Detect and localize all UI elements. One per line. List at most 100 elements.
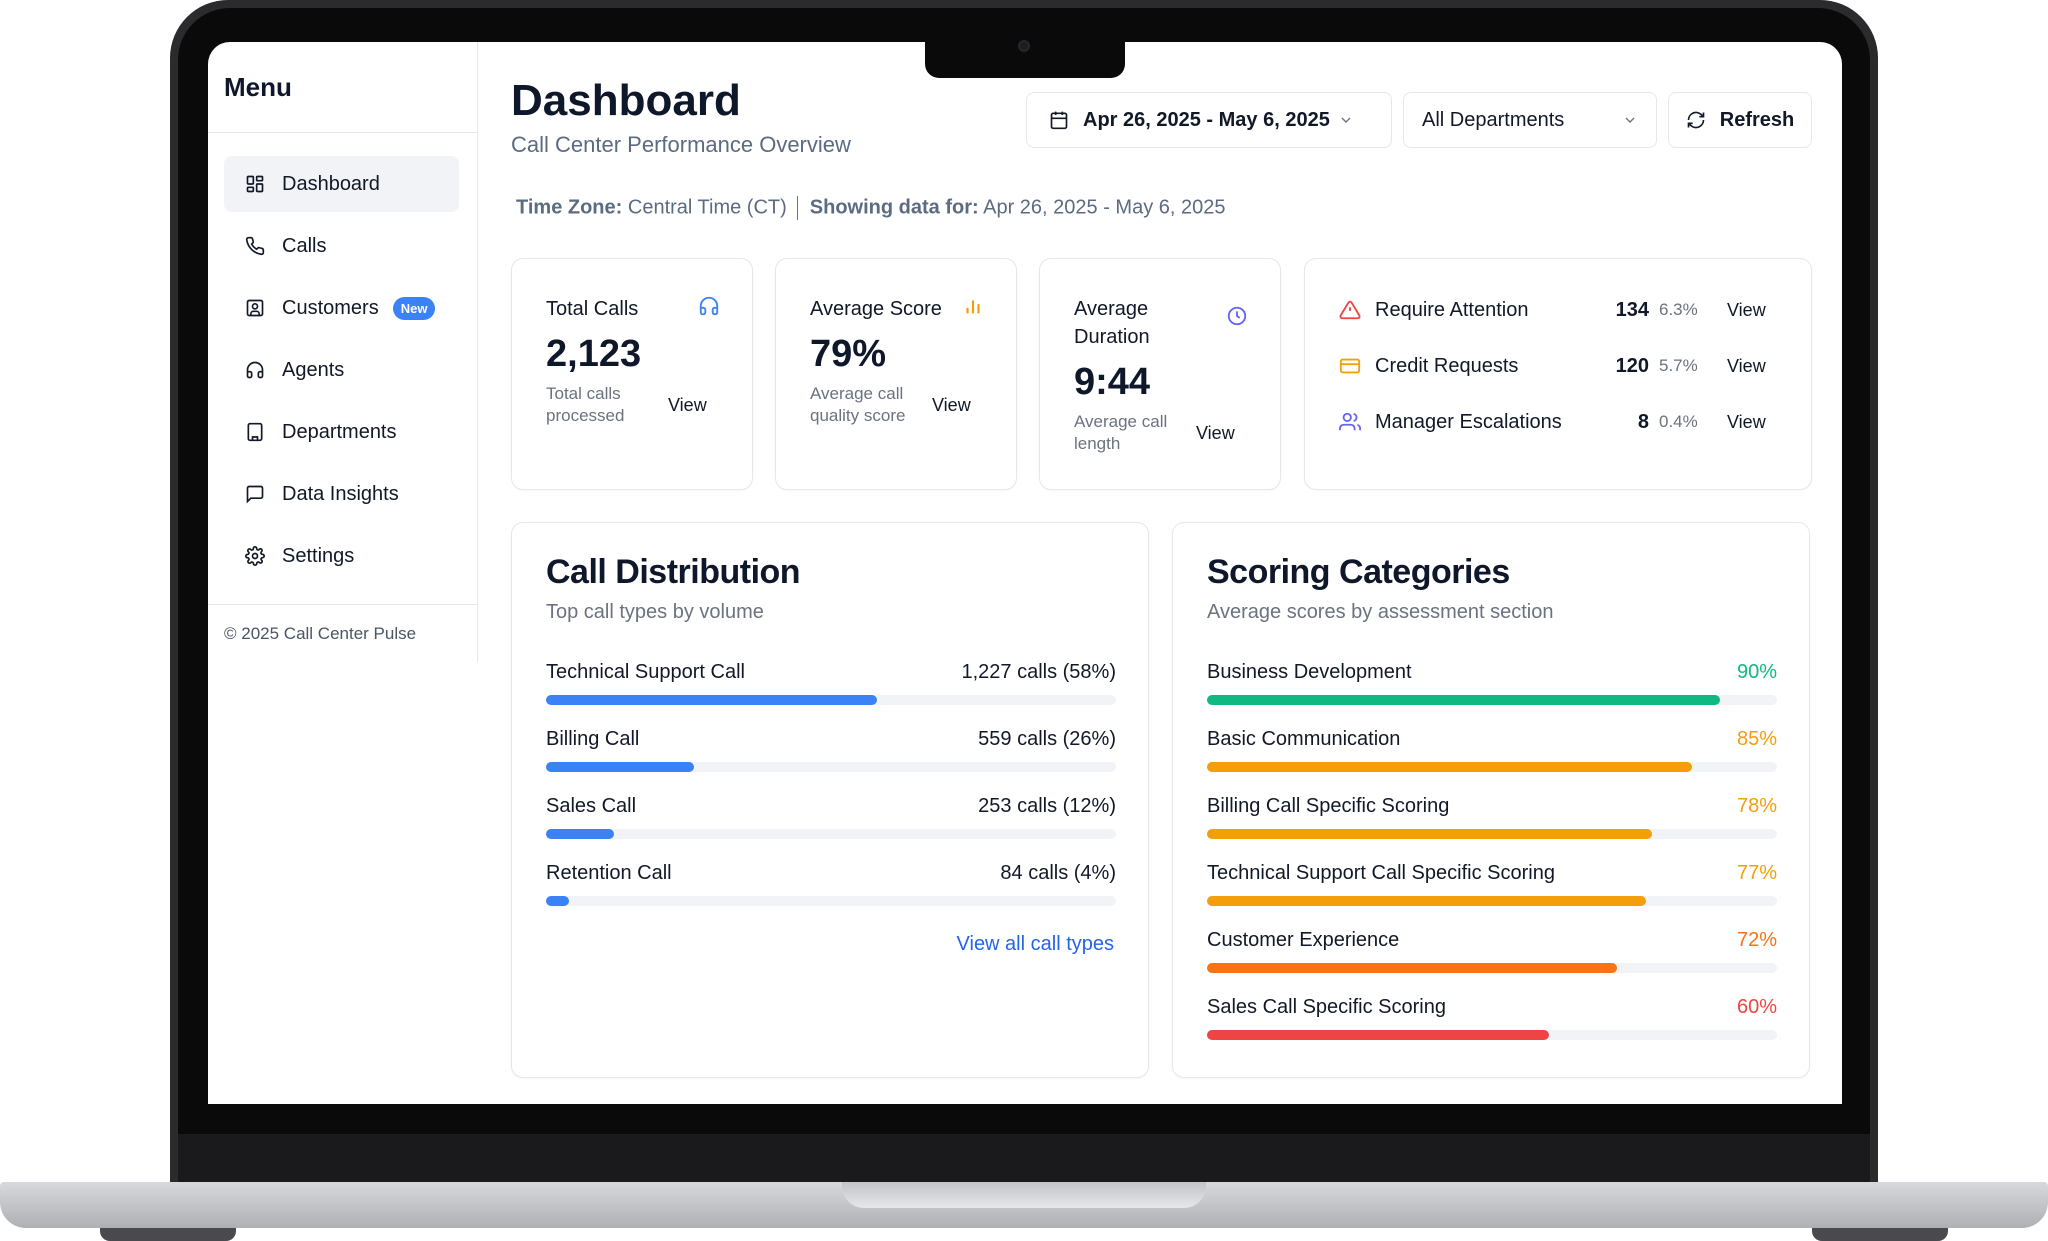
- department-value: All Departments: [1422, 108, 1565, 131]
- attention-label: Require Attention: [1375, 298, 1529, 321]
- progress-fill: [1207, 762, 1692, 772]
- view-link[interactable]: View: [932, 395, 971, 415]
- sidebar-item-label: Dashboard: [282, 172, 380, 195]
- progress-track: [1207, 963, 1777, 973]
- bar-value: 253 calls (12%): [978, 795, 1116, 817]
- sidebar-item-label: Departments: [282, 420, 397, 443]
- showing-value: Apr 26, 2025 - May 6, 2025: [983, 196, 1226, 219]
- gear-icon: [244, 545, 266, 567]
- panel-subtitle: Average scores by assessment section: [1207, 601, 1554, 623]
- kpi-title: Average Score: [810, 298, 942, 320]
- sidebar-item-label: Settings: [282, 544, 355, 567]
- progress-track: [1207, 1030, 1777, 1040]
- bar-value: 559 calls (26%): [978, 728, 1116, 750]
- menu-title: Menu: [224, 72, 292, 102]
- call-type-row: Technical Support Call 1,227 calls (58%): [546, 661, 1116, 705]
- attention-row-credit-requests: Credit Requests 120 5.7% View: [1339, 351, 1779, 381]
- department-select[interactable]: All Departments: [1403, 92, 1657, 148]
- progress-track: [546, 896, 1116, 906]
- kpi-value: 2,123: [546, 333, 642, 375]
- refresh-icon: [1686, 110, 1706, 130]
- attention-label: Credit Requests: [1375, 354, 1519, 377]
- attention-percent: 5.7%: [1659, 356, 1698, 375]
- progress-track: [546, 762, 1116, 772]
- page-title: Dashboard: [511, 76, 741, 125]
- bar-value: 78%: [1736, 795, 1777, 817]
- kpi-description: Average call length: [1074, 412, 1168, 453]
- view-all-call-types-link[interactable]: View all call types: [956, 933, 1114, 955]
- copyright: © 2025 Call Center Pulse: [224, 624, 417, 643]
- scoring-row: Sales Call Specific Scoring 60%: [1207, 996, 1777, 1040]
- page-subtitle: Call Center Performance Overview: [511, 132, 851, 157]
- attention-row-manager-escalations: Manager Escalations 8 0.4% View: [1339, 407, 1779, 437]
- message-square-icon: [244, 483, 266, 505]
- timezone-value: Central Time (CT): [627, 196, 787, 219]
- progress-track: [1207, 829, 1777, 839]
- kpi-card-average-score: Average Score 79% Average call quality s…: [775, 258, 1017, 490]
- view-link[interactable]: View: [1196, 423, 1235, 443]
- laptop-foot-left: [100, 1228, 236, 1241]
- attention-row-require-attention: Require Attention 134 6.3% View: [1339, 295, 1779, 325]
- laptop-base-notch: [842, 1182, 1206, 1208]
- headset-icon: [698, 295, 720, 322]
- kpi-title: Total Calls: [546, 298, 639, 320]
- sidebar-item-label: Agents: [282, 358, 345, 381]
- attention-percent: 6.3%: [1659, 300, 1698, 319]
- kpi-value: 9:44: [1074, 361, 1151, 403]
- bar-header: Business Development 90%: [1207, 661, 1777, 687]
- sidebar-item-departments[interactable]: Departments: [224, 404, 459, 460]
- call-type-row: Sales Call 253 calls (12%): [546, 795, 1116, 839]
- sidebar-item-settings[interactable]: Settings: [224, 528, 459, 584]
- call-type-row: Billing Call 559 calls (26%): [546, 728, 1116, 772]
- credit-card-icon: [1339, 355, 1363, 377]
- kpi-card-total-calls: Total Calls 2,123 Total calls processed …: [511, 258, 753, 490]
- bar-header: Billing Call Specific Scoring 78%: [1207, 795, 1777, 821]
- progress-fill: [546, 762, 695, 772]
- sidebar-item-label: Customers: [282, 296, 379, 319]
- headset-icon: [244, 359, 266, 381]
- view-link[interactable]: View: [1727, 355, 1766, 376]
- bar-header: Sales Call 253 calls (12%): [546, 795, 1116, 821]
- progress-fill: [1207, 896, 1646, 906]
- progress-fill: [546, 829, 615, 839]
- bar-header: Customer Experience 72%: [1207, 929, 1777, 955]
- scoring-row: Business Development 90%: [1207, 661, 1777, 705]
- kpi-description: Total calls processed: [546, 384, 625, 425]
- bar-label: Billing Call Specific Scoring: [1207, 795, 1450, 817]
- bar-label: Billing Call: [546, 728, 640, 750]
- scoring-row: Basic Communication 85%: [1207, 728, 1777, 772]
- bar-value: 90%: [1736, 661, 1777, 683]
- bar-label: Business Development: [1207, 661, 1412, 683]
- sidebar-item-calls[interactable]: Calls: [224, 218, 459, 274]
- contact-icon: [244, 297, 266, 319]
- sidebar-item-data-insights[interactable]: Data Insights: [224, 466, 459, 522]
- view-link[interactable]: View: [1727, 299, 1766, 320]
- laptop-foot-right: [1812, 1228, 1948, 1241]
- date-range-picker[interactable]: Apr 26, 2025 - May 6, 2025: [1026, 92, 1392, 148]
- bar-header: Billing Call 559 calls (26%): [546, 728, 1116, 754]
- sidebar-item-dashboard[interactable]: Dashboard: [224, 156, 459, 212]
- scoring-categories-panel: Scoring Categories Average scores by ass…: [1172, 522, 1810, 1078]
- divider: [208, 604, 478, 605]
- laptop-hinge: [178, 1134, 1870, 1182]
- panel-subtitle: Top call types by volume: [546, 601, 764, 623]
- view-link[interactable]: View: [1727, 411, 1766, 432]
- progress-track: [546, 829, 1116, 839]
- sidebar-item-agents[interactable]: Agents: [224, 342, 459, 398]
- camera: [1018, 40, 1030, 52]
- divider: [208, 132, 478, 133]
- sidebar-item-customers[interactable]: Customers New: [224, 280, 459, 336]
- panel-title: Call Distribution: [546, 553, 801, 591]
- bar-label: Customer Experience: [1207, 929, 1400, 951]
- sidebar: Menu Dashboard Calls Customers New: [208, 42, 478, 662]
- bar-label: Technical Support Call: [546, 661, 745, 683]
- phone-icon: [244, 235, 266, 257]
- progress-fill: [1207, 963, 1618, 973]
- bar-value: 60%: [1736, 996, 1777, 1018]
- bar-header: Retention Call 84 calls (4%): [546, 862, 1116, 888]
- progress-track: [546, 695, 1116, 705]
- bar-value: 1,227 calls (58%): [961, 661, 1116, 683]
- refresh-button[interactable]: Refresh: [1668, 92, 1812, 148]
- view-link[interactable]: View: [668, 395, 707, 415]
- call-type-row: Retention Call 84 calls (4%): [546, 862, 1116, 906]
